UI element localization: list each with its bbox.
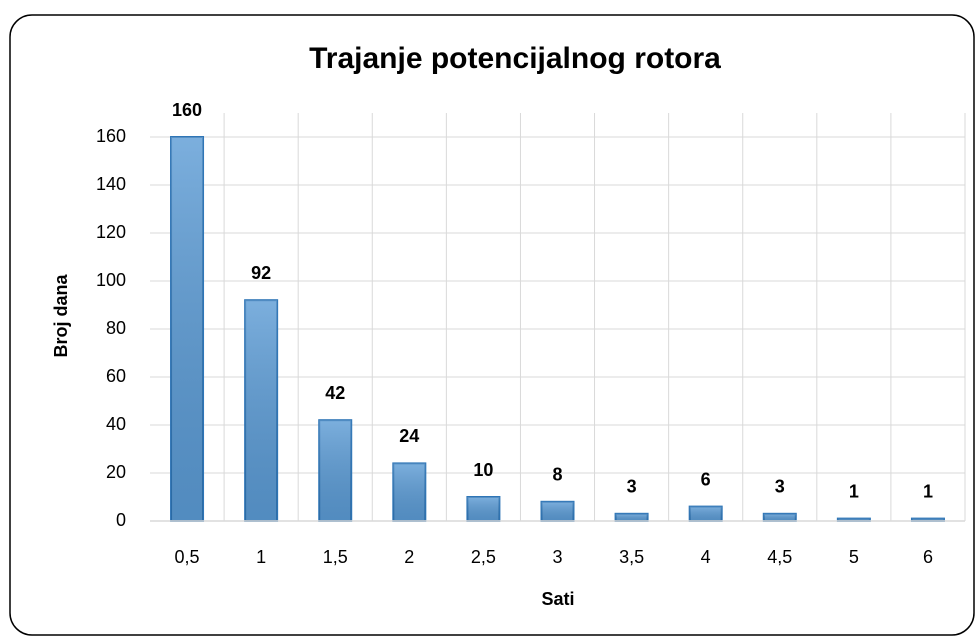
x-tick-label: 3 — [552, 547, 562, 567]
y-tick-label: 100 — [96, 270, 126, 290]
bar — [170, 136, 205, 522]
x-tick-label: 4 — [701, 547, 711, 567]
bar — [762, 512, 797, 522]
y-axis-label: Broj dana — [51, 274, 71, 358]
data-label: 1 — [849, 481, 859, 501]
bar — [466, 496, 501, 522]
y-tick-label: 60 — [106, 366, 126, 386]
data-label: 160 — [172, 100, 202, 120]
y-tick-label: 120 — [96, 222, 126, 242]
x-tick-label: 6 — [923, 547, 933, 567]
data-label: 1 — [923, 481, 933, 501]
data-label: 24 — [399, 426, 419, 446]
y-tick-label: 40 — [106, 414, 126, 434]
y-tick-label: 0 — [116, 510, 126, 530]
y-tick-label: 140 — [96, 174, 126, 194]
x-tick-label: 2 — [404, 547, 414, 567]
x-tick-label: 2,5 — [471, 547, 496, 567]
y-tick-label: 160 — [96, 126, 126, 146]
bar — [614, 512, 649, 522]
bar — [244, 299, 279, 523]
data-label: 6 — [701, 469, 711, 489]
data-label: 92 — [251, 263, 271, 283]
data-label: 10 — [473, 460, 493, 480]
bar — [540, 500, 575, 522]
bar — [318, 419, 353, 523]
x-axis-label: Sati — [541, 589, 574, 609]
bar — [688, 505, 723, 523]
x-tick-label: 1 — [256, 547, 266, 567]
x-tick-label: 3,5 — [619, 547, 644, 567]
data-label: 8 — [552, 465, 562, 485]
y-tick-label: 80 — [106, 318, 126, 338]
data-label: 3 — [775, 477, 785, 497]
bar — [392, 462, 427, 522]
y-tick-label: 20 — [106, 462, 126, 482]
x-tick-label: 0,5 — [175, 547, 200, 567]
data-label: 42 — [325, 383, 345, 403]
x-tick-label: 1,5 — [323, 547, 348, 567]
x-tick-label: 4,5 — [767, 547, 792, 567]
chart-frame — [9, 14, 975, 636]
data-label: 3 — [627, 477, 637, 497]
chart-title: Trajanje potencijalnog rotora — [309, 42, 721, 75]
x-tick-label: 5 — [849, 547, 859, 567]
